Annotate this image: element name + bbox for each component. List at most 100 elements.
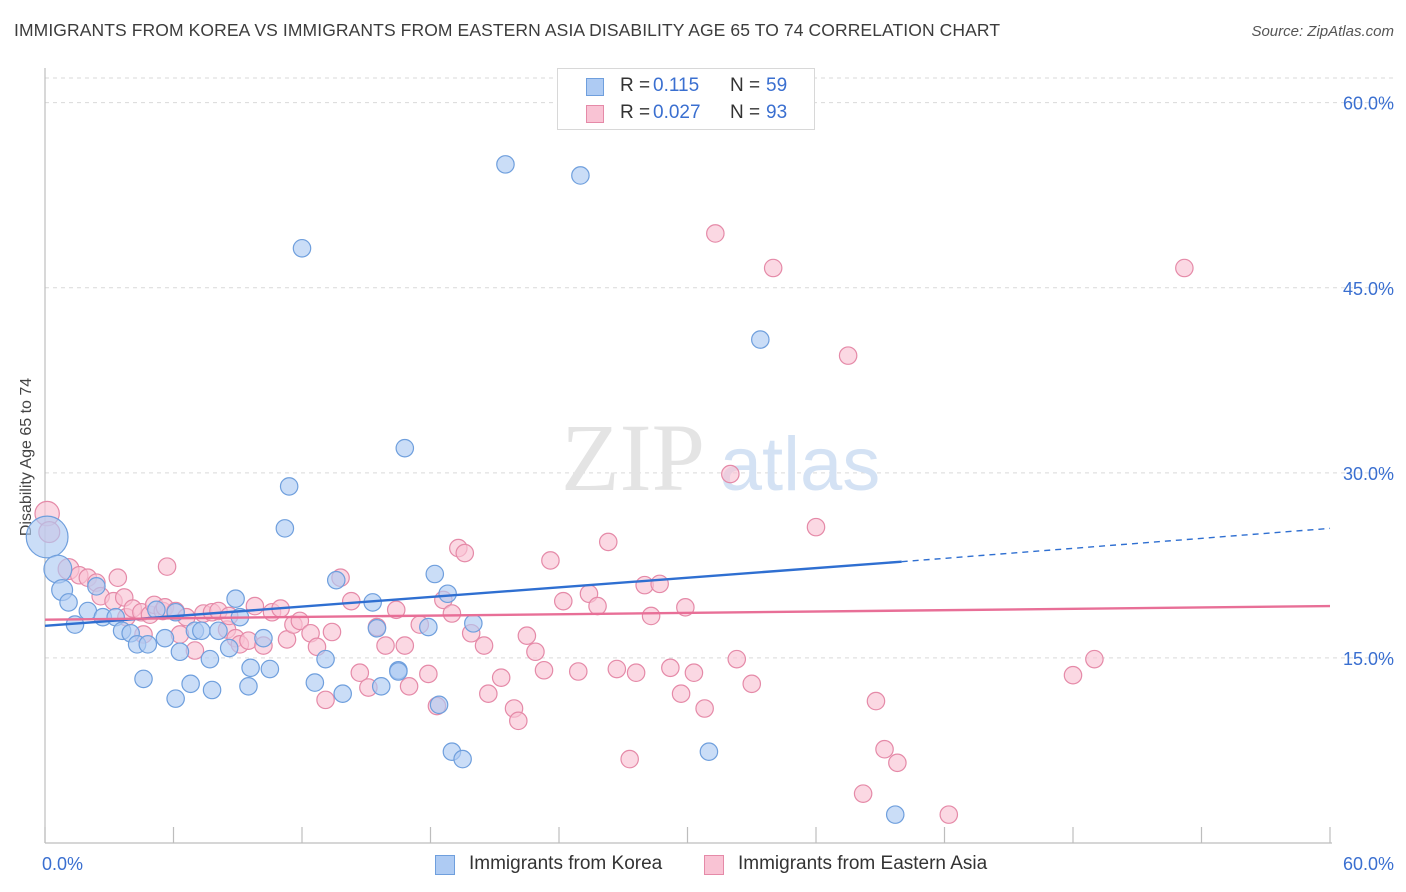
korea-point xyxy=(305,673,325,692)
eastern-asia-point xyxy=(376,636,395,655)
korea-r-value: 0.115 xyxy=(653,75,700,96)
korea-point xyxy=(367,619,387,638)
eastern-asia-point xyxy=(245,596,265,616)
korea-legend-label: Immigrants from Korea xyxy=(469,853,663,874)
korea-point xyxy=(138,635,158,654)
korea-point xyxy=(166,689,185,708)
eastern-asia-r-label: R = xyxy=(620,102,651,123)
eastern-asia-point xyxy=(721,464,740,484)
eastern-asia-point xyxy=(442,604,462,623)
eastern-asia-point xyxy=(598,532,618,552)
eastern-asia-point xyxy=(455,543,475,563)
korea-point xyxy=(371,677,391,696)
korea-point xyxy=(419,617,438,637)
korea-point xyxy=(438,584,457,604)
korea-point xyxy=(87,577,106,596)
eastern-asia-point xyxy=(650,574,669,594)
korea-point xyxy=(181,674,200,694)
eastern-asia-legend-label: Immigrants from Eastern Asia xyxy=(738,853,988,874)
korea-point xyxy=(429,695,449,715)
korea-point xyxy=(254,628,273,648)
eastern-asia-point xyxy=(491,668,511,687)
korea-point xyxy=(59,593,78,612)
korea-point xyxy=(496,155,515,174)
korea-point xyxy=(464,614,483,633)
eastern-asia-point xyxy=(620,749,639,769)
korea-point xyxy=(192,621,211,641)
eastern-asia-point xyxy=(626,663,646,683)
eastern-asia-point xyxy=(541,551,560,570)
eastern-asia-swatch xyxy=(586,105,604,123)
korea-point xyxy=(170,642,190,662)
eastern-asia-point xyxy=(509,711,528,731)
x-tick-label-min: 0.0% xyxy=(42,854,83,874)
korea-point xyxy=(316,649,335,669)
eastern-asia-point xyxy=(322,622,342,642)
korea-trend-extension xyxy=(901,527,1331,563)
eastern-asia-points xyxy=(34,224,1194,824)
korea-point xyxy=(333,684,352,703)
korea-point xyxy=(25,515,69,559)
eastern-asia-point xyxy=(706,224,725,243)
eastern-asia-n-value: 93 xyxy=(766,102,788,123)
korea-r-label: R = xyxy=(620,75,651,96)
source-credit: Source: ZipAtlas.com xyxy=(1251,23,1394,40)
eastern-asia-point xyxy=(108,568,128,588)
y-tick-label: 30.0% xyxy=(1343,464,1394,484)
korea-point xyxy=(425,564,445,584)
eastern-asia-point xyxy=(1085,649,1104,669)
korea-point xyxy=(453,749,472,769)
korea-n-value: 59 xyxy=(766,75,788,96)
korea-point xyxy=(226,589,245,608)
korea-points xyxy=(25,155,905,824)
korea-point xyxy=(326,570,346,590)
watermark-atlas: atlas xyxy=(720,422,881,507)
eastern-asia-point xyxy=(1063,665,1083,685)
korea-legend-swatch xyxy=(435,855,455,875)
eastern-asia-point xyxy=(607,659,627,679)
korea-swatch xyxy=(586,78,604,96)
eastern-asia-point xyxy=(474,636,494,655)
series-legend: Immigrants from Korea Immigrants from Ea… xyxy=(0,852,1406,878)
correlation-legend: R = 0.115 N = 59 R = 0.027 N = 93 xyxy=(557,68,815,130)
korea-point xyxy=(43,554,73,584)
eastern-asia-point xyxy=(341,591,361,611)
eastern-asia-point xyxy=(534,660,554,680)
eastern-asia-point xyxy=(395,636,415,655)
eastern-asia-point xyxy=(742,674,762,694)
korea-point xyxy=(200,649,220,669)
eastern-asia-point xyxy=(526,642,545,662)
korea-point xyxy=(292,238,312,258)
korea-point xyxy=(239,677,258,696)
eastern-asia-point xyxy=(157,557,177,576)
chart-title: IMMIGRANTS FROM KOREA VS IMMIGRANTS FROM… xyxy=(14,20,1001,40)
y-tick-label: 45.0% xyxy=(1343,279,1394,299)
eastern-asia-point xyxy=(939,805,959,824)
korea-point xyxy=(275,519,295,538)
eastern-asia-point xyxy=(838,346,858,365)
eastern-asia-trend-line xyxy=(44,604,1331,621)
trend-lines xyxy=(44,527,1331,628)
gridlines xyxy=(45,77,1395,659)
eastern-asia-point xyxy=(316,690,335,710)
korea-point xyxy=(260,659,280,679)
eastern-asia-point xyxy=(419,664,438,684)
korea-point xyxy=(751,330,770,349)
tick-labels: 15.0% 30.0% 45.0% 60.0% 0.0% 60.0% xyxy=(42,94,1394,874)
eastern-asia-point xyxy=(866,691,886,711)
eastern-asia-point xyxy=(1175,258,1194,278)
korea-point xyxy=(209,621,228,641)
eastern-asia-point xyxy=(517,626,537,646)
eastern-asia-point xyxy=(386,600,406,620)
eastern-asia-point xyxy=(568,662,588,681)
korea-trend-line xyxy=(44,560,902,628)
korea-point xyxy=(241,658,260,678)
korea-point xyxy=(279,477,299,496)
eastern-asia-legend-swatch xyxy=(704,855,724,875)
eastern-asia-point xyxy=(641,606,661,626)
eastern-asia-point xyxy=(763,258,783,278)
eastern-asia-point xyxy=(479,684,498,703)
eastern-asia-point xyxy=(684,663,704,683)
korea-point xyxy=(699,742,719,761)
